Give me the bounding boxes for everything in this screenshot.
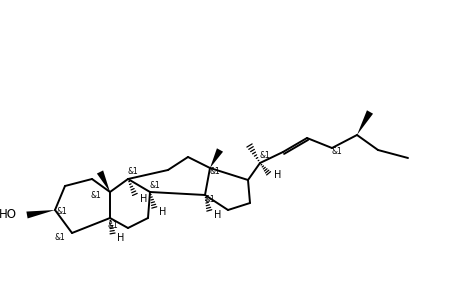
Text: &1: &1: [107, 221, 118, 231]
Text: &1: &1: [150, 181, 160, 191]
Polygon shape: [210, 148, 223, 168]
Text: H: H: [117, 233, 125, 243]
Text: H: H: [140, 194, 148, 204]
Polygon shape: [26, 210, 55, 218]
Text: &1: &1: [54, 234, 65, 242]
Text: &1: &1: [204, 195, 215, 203]
Polygon shape: [357, 110, 373, 135]
Text: H: H: [214, 210, 222, 220]
Text: &1: &1: [210, 167, 220, 175]
Text: &1: &1: [260, 150, 270, 160]
Text: H: H: [274, 170, 282, 180]
Text: &1: &1: [332, 146, 342, 156]
Text: HO: HO: [0, 209, 17, 221]
Polygon shape: [97, 170, 110, 192]
Text: H: H: [159, 207, 166, 217]
Text: &1: &1: [128, 167, 138, 177]
Text: &1: &1: [91, 191, 101, 199]
Text: &1: &1: [57, 207, 68, 217]
